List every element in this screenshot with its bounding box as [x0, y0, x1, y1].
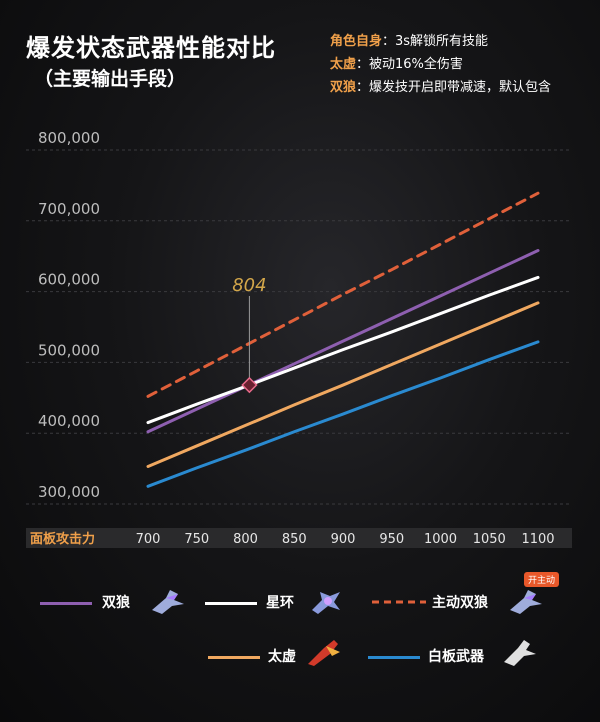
annotation-label: 804: [232, 275, 266, 296]
legend-label: 太虚: [268, 649, 296, 665]
legend-swatch: [205, 602, 257, 605]
x-tick-label: 750: [184, 532, 209, 547]
x-tick-label: 850: [282, 532, 307, 547]
note-key: 双狼: [330, 80, 357, 95]
x-tick-label: 900: [331, 532, 356, 547]
note-item: 角色自身：3s解锁所有技能: [330, 30, 551, 53]
notes-panel: 角色自身：3s解锁所有技能 太虚：被动16%全伤害 双狼：爆发技开启即带减速，默…: [330, 30, 551, 99]
page-subtitle: （主要输出手段）: [34, 68, 187, 90]
blank-weapon-icon: [504, 640, 536, 666]
legend-label: 主动双狼: [432, 595, 488, 611]
active-badge: 开主动: [524, 572, 560, 587]
legend-label: 星环: [266, 595, 294, 611]
note-key: 角色自身: [330, 34, 383, 49]
note-value: ：被动16%全伤害: [356, 57, 463, 72]
x-tick-label: 700: [136, 532, 161, 547]
series-line: [146, 191, 540, 398]
x-tick-label: 1100: [521, 532, 554, 547]
active-twin-wolves-weapon-icon: [510, 590, 542, 614]
note-value: ：爆发技开启即带减速，默认包含: [356, 80, 552, 95]
series-line: [146, 301, 540, 468]
star-ring-weapon-icon: [312, 592, 340, 614]
x-tick-label: 800: [233, 532, 258, 547]
twin-wolves-weapon-icon: [152, 590, 184, 614]
legend-swatch: [368, 656, 420, 659]
y-tick-label: 700,000: [38, 200, 100, 218]
taixu-weapon-icon: [308, 640, 340, 666]
x-tick-label: 950: [379, 532, 404, 547]
y-tick-label: 400,000: [38, 412, 100, 430]
y-tick-label: 500,000: [38, 341, 100, 359]
y-tick-label: 800,000: [38, 129, 100, 147]
legend-label: 白板武器: [428, 649, 484, 665]
x-tick-label: 1000: [424, 532, 457, 547]
note-item: 太虚：被动16%全伤害: [330, 53, 551, 76]
series-line: [146, 249, 540, 434]
series-line: [146, 275, 540, 425]
note-value: ：3s解锁所有技能: [382, 34, 489, 49]
legend-swatch: [208, 656, 260, 659]
page-title: 爆发状态武器性能对比: [26, 34, 276, 62]
legend-label: 双狼: [102, 595, 130, 611]
annotation-marker: [241, 376, 258, 394]
y-tick-label: 300,000: [38, 483, 100, 501]
legend-swatch-dashed: [372, 600, 426, 604]
y-tick-label: 600,000: [38, 271, 100, 289]
x-axis-label: 面板攻击力: [30, 531, 95, 547]
series-line: [146, 340, 540, 488]
note-item: 双狼：爆发技开启即带减速，默认包含: [330, 76, 551, 99]
note-key: 太虚: [330, 57, 357, 72]
legend-swatch: [40, 602, 92, 605]
x-tick-label: 1050: [473, 532, 506, 547]
x-axis-band: [26, 528, 572, 548]
